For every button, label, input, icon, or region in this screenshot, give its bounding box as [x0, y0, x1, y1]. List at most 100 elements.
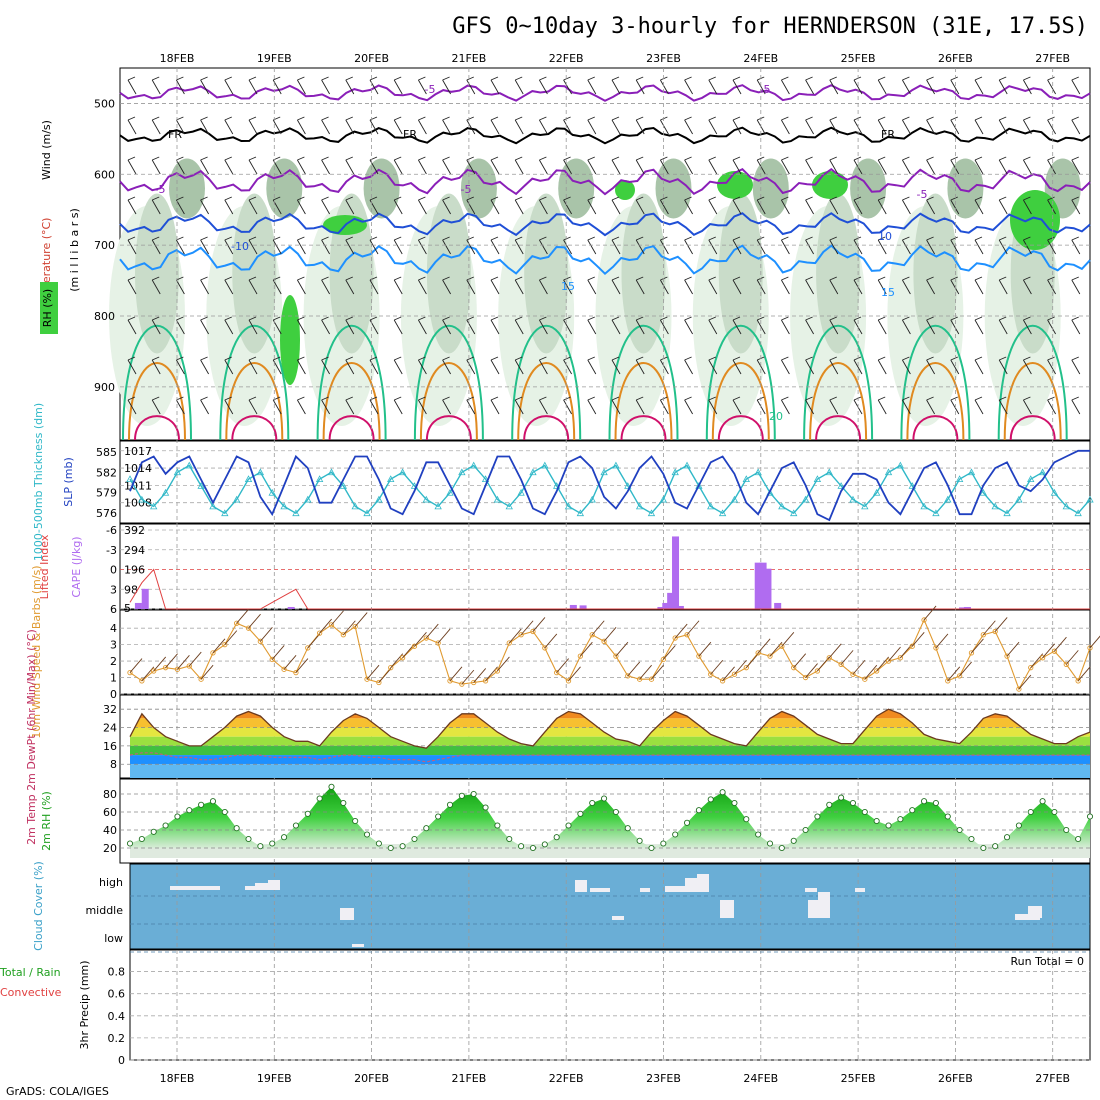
wind-point — [956, 673, 963, 679]
wind-barb — [781, 236, 789, 241]
wind-point — [316, 630, 323, 636]
wind-barb — [805, 116, 813, 121]
wind-barb — [442, 76, 450, 81]
wind-barb — [442, 159, 451, 175]
wind-barb — [853, 79, 863, 95]
wind-barb — [563, 319, 572, 335]
wind-point — [791, 665, 797, 671]
wind-point — [933, 645, 939, 651]
wind-barb — [732, 239, 742, 255]
cape-tick-label: 98 — [124, 583, 138, 596]
wind-barb — [684, 399, 693, 415]
rh-axis-title: RH (%) — [41, 289, 54, 327]
wind-barb — [611, 199, 621, 215]
wind-barb — [200, 276, 208, 281]
wind-barb — [393, 399, 403, 415]
rh-point — [968, 835, 975, 843]
cloud-bar — [255, 883, 280, 890]
wind-point — [992, 628, 998, 635]
date-label-top: 22FEB — [549, 52, 584, 65]
wind-point — [850, 671, 856, 677]
wind-barb — [539, 356, 547, 361]
contour-label: -10 — [231, 240, 249, 253]
rh-shade — [169, 158, 205, 219]
wind-barb — [902, 116, 910, 121]
wind-barb — [660, 279, 669, 295]
contour-label: -5 — [155, 183, 166, 196]
wind-barb — [998, 359, 1008, 375]
wind-barb — [152, 236, 160, 241]
wind-barb — [708, 116, 716, 121]
wind-point — [376, 679, 382, 686]
thickness-point — [138, 495, 146, 503]
wind-point — [1016, 686, 1022, 692]
wind-barb — [321, 116, 329, 121]
wind-barb — [611, 316, 620, 321]
wind-barb-10m — [734, 659, 747, 675]
wind-barb — [272, 399, 282, 415]
wind-barb-10m — [864, 664, 878, 680]
cape-tick-label: 294 — [124, 544, 145, 557]
thickness-tick-label: 579 — [96, 487, 117, 500]
wind-barb — [950, 199, 960, 215]
wind-barb — [490, 119, 500, 135]
wind-barb — [418, 399, 427, 415]
wind-barb-10m — [947, 666, 961, 682]
thickness-tick-label: 582 — [96, 466, 117, 479]
thickness-point — [647, 509, 656, 517]
wind-barb — [587, 116, 595, 121]
contour-label: FR — [168, 128, 182, 141]
wind-barb-10m — [449, 666, 463, 682]
wind-barb — [684, 356, 692, 361]
cape-tick-label: 392 — [124, 524, 145, 537]
wind-barb-10m — [686, 620, 700, 636]
wind-barb — [708, 319, 718, 335]
wind-barb — [369, 279, 379, 295]
wind-barb — [418, 196, 426, 201]
cape-bar — [141, 588, 149, 609]
wind-barb — [1047, 116, 1055, 121]
precip-tick-label: 0.8 — [108, 966, 126, 979]
wind-barb — [176, 79, 185, 95]
wind-point — [755, 650, 761, 656]
wind-barb — [877, 279, 887, 295]
thickness-point — [967, 468, 976, 476]
wind-point — [435, 640, 441, 646]
rh-point — [719, 789, 726, 796]
wind-barb — [200, 79, 209, 95]
wind-barb — [418, 116, 426, 121]
wind-barb — [732, 399, 742, 415]
rh-point — [909, 807, 916, 814]
wind-barb — [369, 316, 378, 321]
wind-barb — [152, 116, 160, 121]
wind-barb — [514, 399, 524, 415]
isotherm-15 — [119, 244, 1091, 276]
thickness-point — [600, 468, 608, 476]
wind-barb — [224, 239, 234, 255]
isotherm-10 — [119, 212, 1091, 237]
isotherm-arch — [419, 362, 478, 441]
wind-barb — [297, 356, 305, 361]
thickness-point — [244, 475, 253, 482]
wind-barb — [708, 359, 718, 375]
wind-barb — [224, 199, 234, 215]
thickness-point — [718, 509, 727, 517]
wind-point — [151, 668, 157, 674]
wind-barb — [297, 199, 306, 215]
wind-barb — [684, 79, 693, 95]
wind-barb — [224, 396, 232, 401]
wind-barb — [418, 236, 426, 241]
cloud-bar — [720, 900, 734, 918]
rh-point — [944, 813, 951, 820]
wind-barb — [829, 79, 839, 95]
thickness-point — [825, 468, 833, 476]
wind-barb — [200, 156, 208, 161]
wind-axis-title: Wind (m/s) — [40, 120, 53, 180]
wind-barb — [878, 356, 886, 361]
wind-barb — [442, 396, 450, 401]
wind-barb — [151, 159, 161, 175]
wind-barb-10m — [982, 620, 996, 636]
thickness-point — [173, 468, 182, 476]
wind-barb — [853, 116, 862, 121]
wind-barb — [152, 156, 160, 161]
